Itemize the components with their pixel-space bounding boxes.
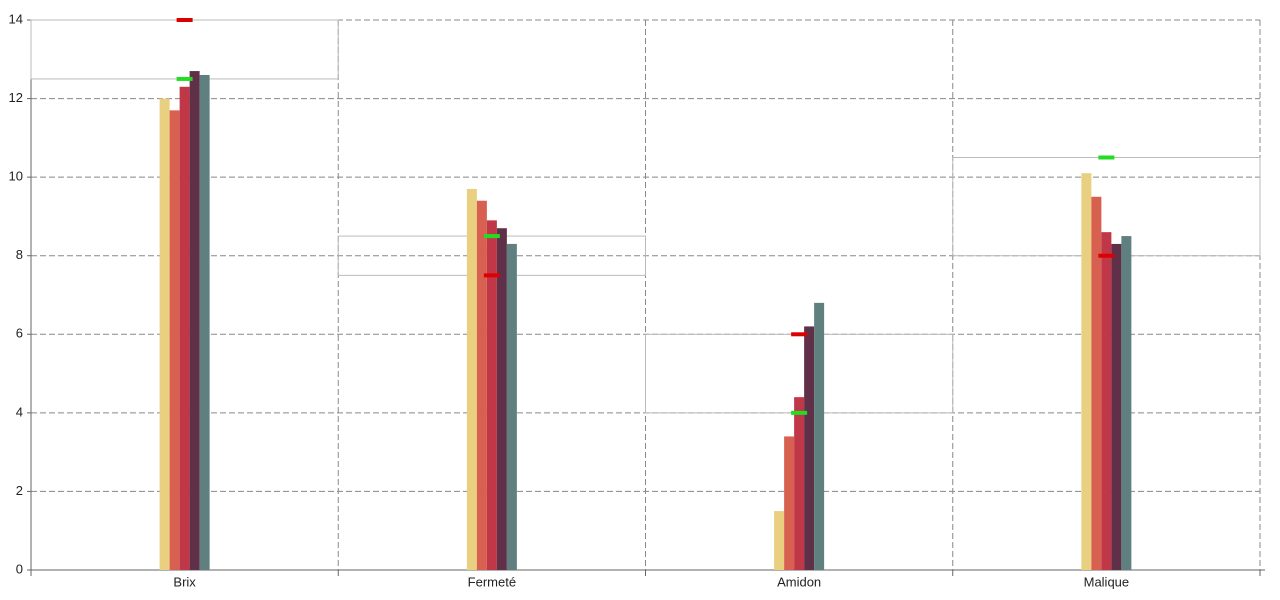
bar xyxy=(159,98,170,571)
target-marker xyxy=(1098,155,1115,160)
x-tick-label: Malique xyxy=(1084,574,1130,589)
target-band xyxy=(30,19,339,80)
bar xyxy=(189,71,200,571)
bar xyxy=(1091,196,1102,571)
bar xyxy=(1121,236,1132,571)
bar xyxy=(179,86,190,571)
x-tick-label: Amidon xyxy=(777,574,821,589)
bar xyxy=(199,75,210,570)
bar xyxy=(496,228,507,570)
y-tick-label: 6 xyxy=(16,326,23,341)
y-tick-label: 4 xyxy=(16,404,23,419)
bar xyxy=(169,110,180,570)
bar xyxy=(774,511,785,570)
bar xyxy=(1111,243,1122,570)
target-marker xyxy=(483,273,500,278)
target-marker xyxy=(176,76,193,81)
bar xyxy=(476,200,487,570)
y-tick-label: 8 xyxy=(16,247,23,262)
y-tick-label: 0 xyxy=(16,561,23,576)
bar xyxy=(804,326,815,570)
y-tick-label: 2 xyxy=(16,483,23,498)
bar xyxy=(1101,232,1112,570)
target-marker xyxy=(791,410,808,415)
target-marker xyxy=(483,234,500,239)
bar xyxy=(466,188,477,570)
y-tick-label: 12 xyxy=(9,90,23,105)
target-marker xyxy=(176,18,193,22)
x-tick-label: Fermeté xyxy=(468,574,516,589)
y-tick-label: 14 xyxy=(9,11,23,26)
y-tick-label: 10 xyxy=(9,169,23,184)
bar xyxy=(506,243,517,570)
bar xyxy=(486,220,497,570)
bar xyxy=(794,397,805,570)
bar xyxy=(1081,173,1092,570)
target-marker xyxy=(791,332,808,337)
target-marker xyxy=(1098,253,1115,258)
bar xyxy=(784,436,795,570)
x-tick-label: Brix xyxy=(173,574,196,589)
bar xyxy=(814,302,825,570)
